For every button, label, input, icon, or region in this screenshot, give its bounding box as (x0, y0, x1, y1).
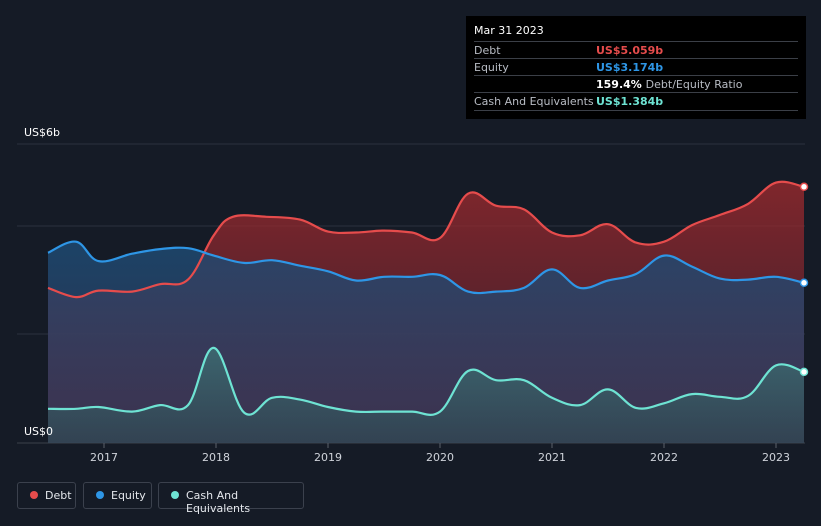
legend-item-debt[interactable]: Debt (17, 482, 76, 509)
tooltip-date: Mar 31 2023 (474, 24, 544, 37)
tooltip-label-debt: Debt (474, 44, 501, 57)
x-tick-2022: 2022 (650, 451, 678, 464)
x-tick-2019: 2019 (314, 451, 342, 464)
area-cash (48, 347, 804, 443)
line-cash (47, 346, 805, 416)
tooltip-row-equity: Equity US$3.174b (474, 58, 798, 76)
area-fills (48, 181, 804, 443)
axes: US$6b US$0 2017 2018 2019 2020 2021 2022 2023 (24, 126, 790, 464)
marker-debt (799, 182, 809, 192)
tooltip-row-ratio: 159.4% Debt/Equity Ratio (474, 75, 798, 93)
y-tick-bottom: US$0 (24, 425, 53, 438)
tooltip-value-debt: US$5.059b (596, 44, 664, 57)
tooltip-ratio-label: Debt/Equity Ratio (645, 78, 743, 91)
tooltip-row-cash: Cash And Equivalents US$1.384b (474, 92, 798, 111)
x-tick-2023: 2023 (762, 451, 790, 464)
tooltip-value-cash: US$1.384b (596, 95, 664, 108)
legend-dot-equity (96, 491, 104, 499)
legend-dot-cash (171, 491, 179, 499)
x-tick-2018: 2018 (202, 451, 230, 464)
x-tick-2021: 2021 (538, 451, 566, 464)
end-markers (799, 182, 809, 377)
legend-dot-debt (30, 491, 38, 499)
marker-cash (799, 367, 809, 377)
tooltip-value-equity: US$3.174b (596, 61, 664, 74)
tooltip-panel: Mar 31 2023 Debt US$5.059b Equity US$3.1… (466, 16, 806, 119)
tooltip-row-debt: Debt US$5.059b (474, 41, 798, 59)
series-lines (47, 180, 805, 416)
tooltip-label-cash: Cash And Equivalents (474, 95, 594, 108)
legend-item-cash[interactable]: Cash And Equivalents (158, 482, 304, 515)
tooltip-label-equity: Equity (474, 61, 509, 74)
legend-label-debt: Debt (45, 489, 72, 502)
legend-label-cash: Cash And Equivalents (186, 489, 251, 515)
line-equity (47, 240, 805, 295)
marker-equity (799, 278, 809, 288)
legend-label-equity: Equity (111, 489, 146, 502)
tooltip-value-ratio: 159.4% (596, 78, 642, 91)
x-tick-2017: 2017 (90, 451, 118, 464)
legend-item-equity[interactable]: Equity (83, 482, 152, 509)
y-tick-top: US$6b (24, 126, 60, 139)
x-tick-2020: 2020 (426, 451, 454, 464)
line-debt (47, 180, 805, 299)
